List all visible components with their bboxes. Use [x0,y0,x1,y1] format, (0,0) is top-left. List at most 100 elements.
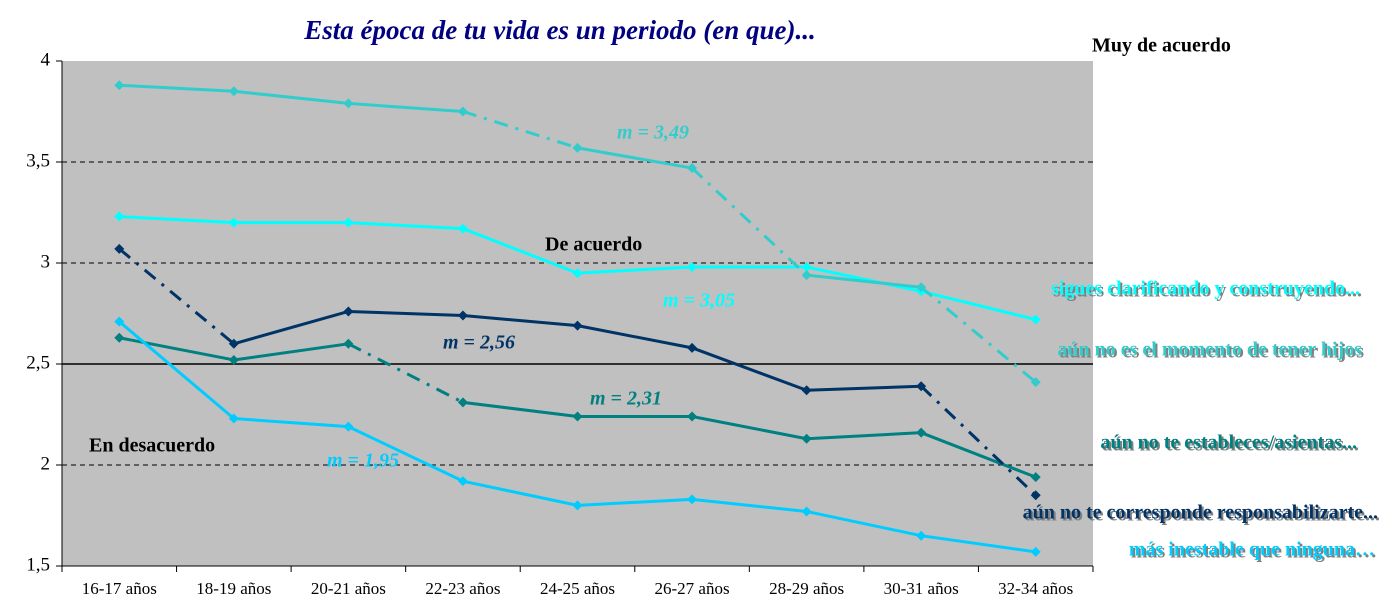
marker [114,211,125,222]
marker [1030,377,1041,388]
x-tick-label: 28-29 años [769,579,844,598]
plot-area [62,61,1093,566]
y-tick-label: 3,5 [26,150,50,171]
marker [1030,472,1041,483]
line-segment [462,110,578,150]
level-label: En desacuerdo [89,435,215,457]
series-label: aún no te estableces/asientas... [1100,432,1357,454]
series-label: sigues clarificando y construyendo... [1051,278,1360,300]
series-label: aún no es el momento de tener hijos [1057,339,1362,361]
line-segment [577,265,693,275]
y-tick-label: 3 [41,251,51,272]
line-segment [920,289,1037,322]
line-segment [691,346,808,392]
line-segment [806,273,922,289]
marker [457,397,468,408]
marker [572,320,583,331]
line-segment [691,497,807,513]
marker [572,268,583,279]
marker [114,316,125,327]
line-segment [118,336,235,362]
marker [801,506,812,517]
line-segment [233,89,349,105]
series-label: aún no te estableces/asientas... [1102,434,1359,456]
x-tick-label: 16-17 años [82,579,157,598]
marker [916,530,927,541]
series-label: aún no te corresponde responsabilizarte.… [1023,502,1378,524]
line-segment [920,431,1037,479]
marker [457,476,468,487]
line-segment [806,431,922,441]
line-segment [118,320,235,420]
y-tick-label: 2,5 [26,352,50,373]
marker [457,223,468,234]
marker [114,332,125,343]
marker [916,282,927,293]
x-tick-label: 20-21 años [311,579,386,598]
marker [801,270,812,281]
series-label: aún no te corresponde responsabilizarte.… [1025,504,1379,526]
line-segment [691,166,808,277]
line-segment [233,342,349,362]
annotation: m = 2,31 [590,388,662,410]
marker [457,310,468,321]
marker [1030,314,1041,325]
series-label: más inestable que ninguna… [1131,541,1377,563]
marker [343,98,354,109]
y-tick-label: 2 [41,453,51,474]
marker [1030,490,1041,501]
annotation: m = 2,56 [443,332,515,354]
marker [801,433,812,444]
line-segment [233,417,349,429]
marker [801,385,812,396]
marker [916,381,927,392]
line-segment [806,265,922,293]
line-segment [348,101,464,113]
line-segment [348,309,463,318]
marker [687,262,698,273]
line-segment [577,146,693,170]
x-tick-label: 32-34 años [998,579,1073,598]
marker [457,106,468,117]
line-segment [347,342,464,404]
line-segment [577,324,693,350]
line-segment [806,384,922,392]
marker [572,142,583,153]
level-label: Muy de acuerdo [1092,35,1231,57]
x-tick-label: 26-27 años [655,579,730,598]
marker [228,338,239,349]
marker [1030,546,1041,557]
marker [114,80,125,91]
annotation: m = 3,49 [617,122,689,144]
x-tick-label: 22-23 años [425,579,500,598]
line-segment [806,509,922,538]
marker [343,421,354,432]
annotation: m = 1,95 [327,450,399,472]
marker [572,411,583,422]
x-tick-label: 24-25 años [540,579,615,598]
y-tick-label: 1,5 [26,554,50,575]
line-segment [462,400,578,419]
level-label: De acuerdo [545,234,642,256]
marker [228,217,239,228]
line-segment [118,247,235,345]
marker [572,500,583,511]
line-segment [462,314,578,328]
series-label: aún no es el momento de tener hijos [1059,341,1364,363]
marker [343,338,354,349]
marker [801,262,812,273]
y-tick-label: 4 [41,49,51,70]
line-segment [347,425,464,483]
line-segment [920,385,1037,497]
marker [228,354,239,365]
line-segment [233,310,349,346]
line-segment [119,83,234,93]
line-segment [577,497,693,507]
line-segment [920,286,1037,384]
x-tick-label: 18-19 años [196,579,271,598]
marker [114,243,125,254]
marker [343,217,354,228]
marker [228,413,239,424]
marker [687,411,698,422]
